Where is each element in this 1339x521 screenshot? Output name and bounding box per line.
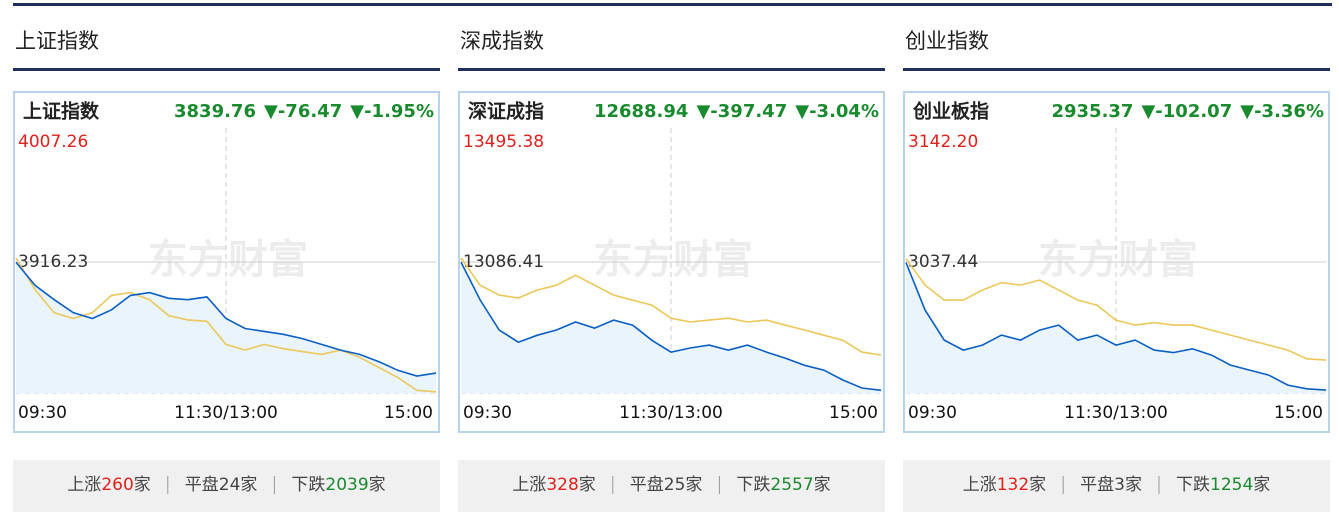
footer-down-label: 下跌 — [1176, 475, 1210, 495]
footer-unit: 家 — [1029, 475, 1046, 495]
y-tick-label: 13495.38 — [463, 132, 544, 152]
x-tick-label: 15:00 — [829, 403, 878, 423]
y-tick-label: 3142.20 — [908, 132, 978, 152]
footer-flat: 平盘25家 — [630, 475, 703, 495]
y-tick-label: 13086.41 — [463, 252, 544, 272]
y-tick-label: 3916.23 — [18, 252, 88, 272]
x-tick-label: 11:30/13:00 — [1064, 403, 1168, 423]
line — [15, 261, 437, 377]
quote-percent: ▼-1.95% — [350, 101, 434, 122]
footer-unit: 家 — [579, 475, 596, 495]
tab-underline — [458, 68, 885, 71]
quote-price: 3839.76 — [174, 101, 256, 122]
footer-stats: 上涨260家 平盘24家 下跌2039家 — [67, 475, 385, 495]
line — [905, 262, 1327, 391]
quote-percent: ▼-3.04% — [795, 101, 879, 122]
footer-up: 328 — [546, 475, 578, 495]
footer-down-label: 下跌 — [736, 475, 770, 495]
footer-box — [903, 460, 1330, 512]
footer-unit: 家 — [814, 475, 831, 495]
x-tick-label: 09:30 — [908, 403, 957, 423]
quote: 3839.76 ▼-76.47 ▼-1.95% — [174, 101, 434, 122]
tab-underline — [13, 68, 440, 71]
quote-change: ▼-102.07 — [1141, 101, 1232, 122]
footer-stats: 上涨328家 平盘25家 下跌2557家 — [512, 475, 830, 495]
footer-unit: 家 — [369, 475, 386, 495]
quote: 2935.37 ▼-102.07 ▼-3.36% — [1051, 101, 1324, 122]
line — [460, 257, 882, 356]
footer-up: 132 — [997, 475, 1029, 495]
x-tick-label: 09:30 — [18, 403, 67, 423]
tab-title: 深成指数 — [460, 29, 544, 53]
footer-unit: 家 — [1253, 475, 1270, 495]
quote: 12688.94 ▼-397.47 ▼-3.04% — [594, 101, 879, 122]
footer-flat: 平盘3家 — [1080, 475, 1142, 495]
footer-up: 260 — [101, 475, 133, 495]
quote-percent: ▼-3.36% — [1240, 101, 1324, 122]
x-tick-label: 15:00 — [1274, 403, 1323, 423]
tab-title: 创业指数 — [905, 29, 989, 53]
x-tick-label: 11:30/13:00 — [619, 403, 723, 423]
footer-stats: 上涨132家 平盘3家 下跌1254家 — [963, 475, 1271, 495]
y-tick-label: 3037.44 — [908, 252, 978, 272]
quote-change: ▼-76.47 — [264, 101, 342, 122]
quote-price: 2935.37 — [1051, 101, 1133, 122]
quote-change: ▼-397.47 — [696, 101, 787, 122]
line — [905, 258, 1327, 361]
footer-up-label: 上涨 — [963, 475, 997, 495]
y-tick-label: 4007.26 — [18, 132, 88, 152]
tab-underline — [903, 68, 1330, 71]
footer-down: 2039 — [325, 475, 368, 495]
line — [460, 261, 882, 392]
quote-price: 12688.94 — [594, 101, 689, 122]
watermark: 东方财富 — [593, 237, 753, 283]
footer-box — [458, 460, 885, 512]
area — [461, 262, 881, 393]
x-tick-label: 15:00 — [384, 403, 433, 423]
tab-title: 上证指数 — [15, 29, 99, 53]
line — [15, 257, 437, 393]
footer-flat: 平盘24家 — [185, 475, 258, 495]
index-name: 上证指数 — [23, 100, 100, 123]
footer-down-label: 下跌 — [291, 475, 325, 495]
index-name: 创业板指 — [912, 100, 989, 123]
footer-down: 1254 — [1210, 475, 1253, 495]
watermark: 东方财富 — [148, 237, 308, 283]
area — [16, 262, 436, 393]
footer-down: 2557 — [770, 475, 813, 495]
footer-up-label: 上涨 — [512, 475, 546, 495]
footer-unit: 家 — [134, 475, 151, 495]
watermark: 东方财富 — [1038, 237, 1198, 283]
footer-up-label: 上涨 — [67, 475, 101, 495]
x-tick-label: 11:30/13:00 — [174, 403, 278, 423]
x-tick-label: 09:30 — [463, 403, 512, 423]
index-name: 深证成指 — [468, 100, 544, 123]
top-bar — [13, 3, 1332, 6]
footer-box — [13, 460, 440, 512]
